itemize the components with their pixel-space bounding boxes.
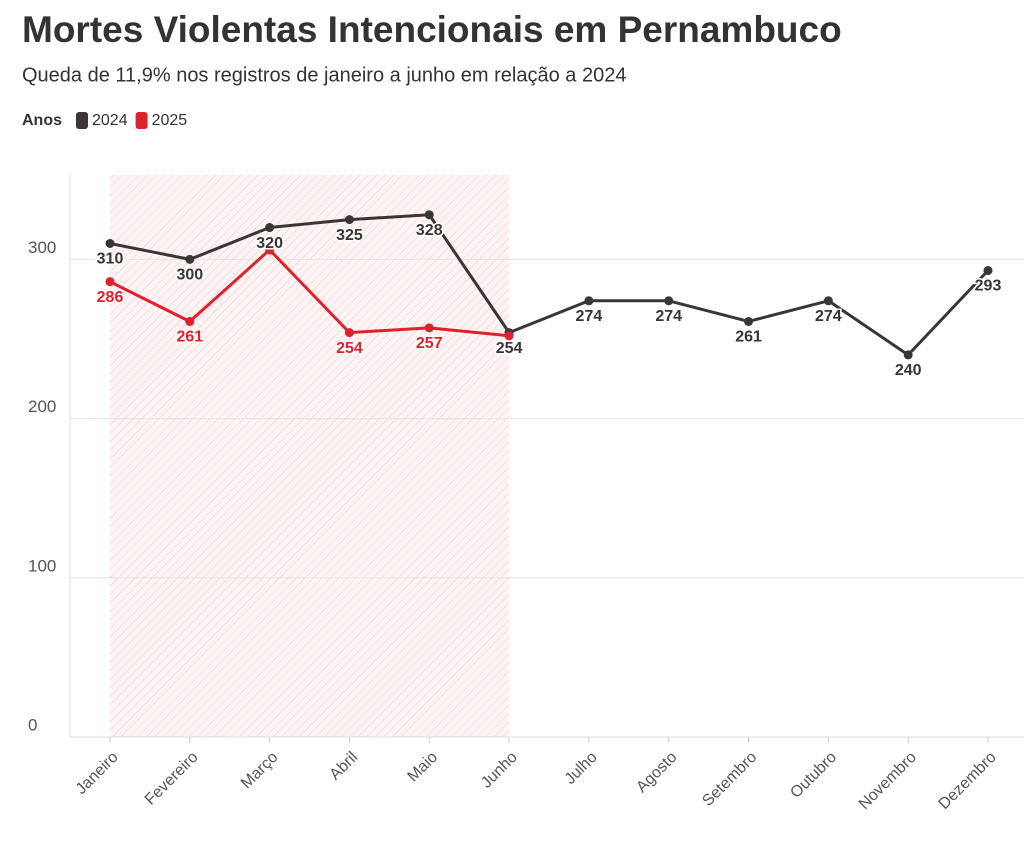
data-label: 310	[97, 251, 124, 268]
data-label: 274	[815, 308, 842, 325]
data-label: 261	[735, 329, 762, 346]
chart-subtitle: Queda de 11,9% nos registros de janeiro …	[22, 64, 626, 86]
data-label: 257	[416, 335, 443, 352]
data-label: 254	[496, 340, 523, 357]
series-point	[823, 296, 833, 306]
x-tick-label: Janeiro	[73, 749, 122, 798]
series-point	[903, 350, 913, 360]
data-label: 325	[336, 227, 363, 244]
series-point	[265, 223, 275, 233]
series-point	[424, 323, 434, 333]
data-label: 240	[895, 362, 922, 379]
y-tick-label: 100	[28, 556, 56, 575]
x-tick-label: Maio	[405, 749, 442, 786]
series-line	[109, 213, 990, 357]
legend-label: 2024	[92, 112, 128, 129]
y-tick-label: 300	[28, 238, 56, 257]
series-line	[109, 248, 510, 338]
x-tick-label: Março	[238, 749, 282, 793]
legend-swatch	[76, 112, 88, 129]
y-tick-label: 200	[28, 397, 56, 416]
legend-swatch	[135, 112, 148, 129]
x-tick-label: Setembro	[699, 749, 760, 810]
data-label: 286	[97, 289, 124, 306]
series-point	[424, 210, 434, 220]
x-tick-label: Fevereiro	[142, 749, 202, 809]
series-point	[344, 328, 354, 338]
legend-label: 2025	[152, 112, 188, 129]
series-point	[185, 316, 195, 326]
data-label: 293	[975, 278, 1002, 295]
y-tick-label: 0	[28, 715, 37, 734]
x-tick-label: Junho	[478, 749, 521, 792]
series-point	[664, 296, 674, 306]
legend-title: Anos	[22, 112, 62, 129]
series-point	[744, 316, 754, 326]
x-tick-label: Novembro	[856, 749, 920, 813]
series-point	[185, 254, 195, 264]
series-point	[265, 245, 275, 255]
x-tick-label: Outubro	[787, 749, 840, 802]
x-tick-label: Julho	[562, 749, 601, 788]
series-point	[105, 277, 115, 287]
chart-title: Mortes Violentas Intencionais em Pernamb…	[22, 9, 842, 50]
data-label: 328	[416, 222, 443, 239]
series-point	[584, 296, 594, 306]
data-label: 274	[655, 308, 682, 325]
shaded-period	[110, 175, 510, 737]
data-label: 261	[176, 329, 203, 346]
series-point	[105, 238, 115, 248]
series-point	[983, 266, 993, 276]
x-tick-label: Dezembro	[936, 749, 1000, 813]
x-tick-label: Abril	[327, 749, 362, 784]
series-point	[504, 331, 514, 341]
data-label: 254	[336, 340, 363, 357]
x-tick-label: Agosto	[633, 749, 680, 796]
data-label: 300	[176, 267, 203, 284]
data-label: 320	[256, 235, 283, 252]
series-point	[344, 215, 354, 225]
data-label: 274	[576, 308, 603, 325]
